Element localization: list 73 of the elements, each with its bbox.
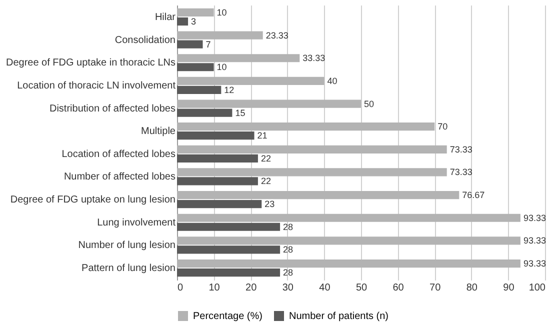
bar <box>177 177 258 186</box>
x-tick-label: 100 <box>528 282 546 294</box>
legend-label: Number of patients (n) <box>289 311 388 322</box>
data-label: 40 <box>327 76 338 86</box>
data-label: 3 <box>191 16 196 26</box>
y-tick-label: Location of affected lobes <box>62 148 176 160</box>
y-tick-label: Pattern of lung lesion <box>82 263 176 274</box>
data-label: 28 <box>283 244 294 255</box>
y-tick-label: Degree of FDG uptake in thoracic LNs <box>6 58 176 69</box>
y-tick-label: Lung involvement <box>97 217 176 228</box>
data-label: 93.33 <box>523 236 546 246</box>
bar <box>177 268 280 277</box>
x-tick-label: 60 <box>392 282 404 294</box>
x-tick-label: 70 <box>430 282 442 294</box>
bar <box>177 200 262 208</box>
y-tick-label: Location of thoracic LN involvement <box>17 80 176 92</box>
bar <box>177 154 258 162</box>
data-label: 22 <box>260 153 271 164</box>
data-label: 73.33 <box>450 144 472 154</box>
bar <box>177 31 263 40</box>
y-tick-label: Degree of FDG uptake on lung lesion <box>10 194 176 206</box>
x-tick-label: 30 <box>282 282 294 294</box>
legend-label: Percentage (%) <box>193 311 262 322</box>
y-tick-label: Number of lung lesion <box>78 240 176 252</box>
data-label: 73.33 <box>450 167 472 178</box>
data-label: 93.33 <box>523 212 546 223</box>
x-tick-label: 40 <box>319 282 331 294</box>
data-label: 12 <box>224 84 234 95</box>
data-label: 50 <box>364 98 374 109</box>
data-label: 28 <box>283 268 294 278</box>
bar <box>177 190 460 200</box>
bar <box>177 76 324 85</box>
bar <box>177 246 280 254</box>
data-label: 7 <box>206 39 211 50</box>
bar <box>177 132 254 140</box>
bar <box>177 168 447 176</box>
bar <box>177 214 520 222</box>
y-tick-label: Distribution of affected lobes <box>49 103 176 114</box>
bar <box>177 100 361 108</box>
y-tick-label: Consolidation <box>114 34 176 46</box>
x-tick-label: 0 <box>178 282 184 294</box>
bar <box>177 222 280 231</box>
y-tick-label: Hilar <box>154 12 176 23</box>
bar <box>177 122 435 131</box>
bar <box>177 145 447 154</box>
data-label: 21 <box>257 130 268 141</box>
bar <box>177 86 222 94</box>
bar <box>177 40 203 48</box>
data-label: 23.33 <box>266 30 288 40</box>
data-label: 76.67 <box>462 190 485 200</box>
y-tick-label: Number of affected lobes <box>64 172 176 183</box>
data-label: 22 <box>260 176 271 186</box>
data-label: 10 <box>216 7 227 18</box>
data-label: 93.33 <box>523 258 546 269</box>
bar <box>177 108 232 117</box>
data-label: 28 <box>283 222 294 232</box>
data-label: 15 <box>235 108 246 118</box>
bar <box>177 236 520 245</box>
x-tick-label: 80 <box>466 282 478 294</box>
bar <box>177 63 214 72</box>
bar <box>177 8 214 17</box>
data-label: 23 <box>264 199 275 210</box>
x-tick-label: 50 <box>356 282 368 294</box>
data-label: 33.33 <box>302 53 326 64</box>
bar <box>177 54 300 62</box>
data-label: 70 <box>438 122 448 132</box>
bar <box>177 259 520 268</box>
x-tick-label: 10 <box>208 282 220 294</box>
bar <box>177 17 188 26</box>
x-tick-label: 90 <box>503 282 515 294</box>
data-label: 10 <box>216 62 227 72</box>
x-tick-label: 20 <box>246 282 258 294</box>
y-tick-label: Multiple <box>141 126 176 138</box>
